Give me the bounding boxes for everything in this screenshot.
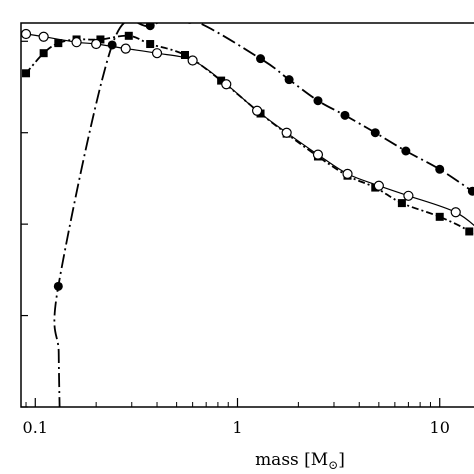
plot-frame	[20, 22, 474, 408]
series-3-point-15	[450, 207, 461, 218]
series-1-point-1	[53, 281, 63, 291]
series-1-line	[53, 23, 473, 407]
series-3-point-6	[151, 48, 163, 59]
series-3-point-9	[251, 105, 263, 116]
series-3-point-11	[312, 149, 324, 160]
series-2-point-1	[22, 69, 31, 78]
series-1-point-3	[145, 23, 155, 31]
x-tick-label-1: 0.1	[23, 418, 48, 437]
series-2-point-17	[465, 227, 474, 236]
series-3-point-10	[281, 127, 292, 138]
x-tick-label-3: 10	[430, 418, 450, 437]
series-1-point-7	[313, 96, 323, 106]
series-1	[53, 23, 474, 407]
series-1-point-6	[284, 75, 294, 85]
series-1-point-5	[256, 54, 266, 64]
tick-labels: 0.1 1 10	[23, 418, 450, 437]
series-1-point-8	[340, 110, 350, 120]
series-1-point-12	[467, 186, 474, 196]
chart-marks	[21, 23, 474, 407]
series-1-point-2	[107, 40, 117, 50]
series-2-point-16	[435, 212, 444, 221]
series-2-point-8	[180, 51, 189, 59]
x-tick-label-2: 1	[232, 418, 242, 437]
x-axis-label-subscript: ⊙	[328, 458, 338, 472]
series-2-point-6	[124, 31, 133, 40]
series-3	[21, 28, 474, 227]
series-2-point-15	[397, 199, 406, 208]
x-axis-label-text: mass [M	[255, 450, 328, 470]
series-3-point-5	[120, 43, 131, 54]
series-3-point-1	[21, 28, 32, 40]
series-1-point-10	[401, 146, 411, 156]
series-2	[22, 31, 474, 237]
series-3-point-8	[221, 79, 232, 90]
series-3-point-12	[342, 168, 353, 179]
series-3-point-14	[403, 190, 414, 201]
tick-marks	[21, 40, 441, 408]
series-3-point-3	[71, 37, 82, 48]
series-1-point-11	[435, 164, 445, 174]
series-2-line	[25, 34, 474, 237]
series-3-line	[25, 33, 474, 227]
series-3-point-2	[38, 31, 49, 42]
x-axis-label: mass [M⊙]	[255, 450, 345, 472]
series-2-point-5	[96, 35, 105, 44]
series-3-point-4	[91, 38, 102, 50]
series-2-point-3	[54, 39, 63, 48]
series-3-point-7	[187, 55, 198, 66]
series-3-point-13	[373, 180, 384, 191]
x-axis-label-close: ]	[338, 450, 345, 470]
series-2-point-2	[39, 49, 48, 58]
series-1-point-9	[370, 128, 380, 138]
series-2-point-7	[146, 40, 155, 49]
